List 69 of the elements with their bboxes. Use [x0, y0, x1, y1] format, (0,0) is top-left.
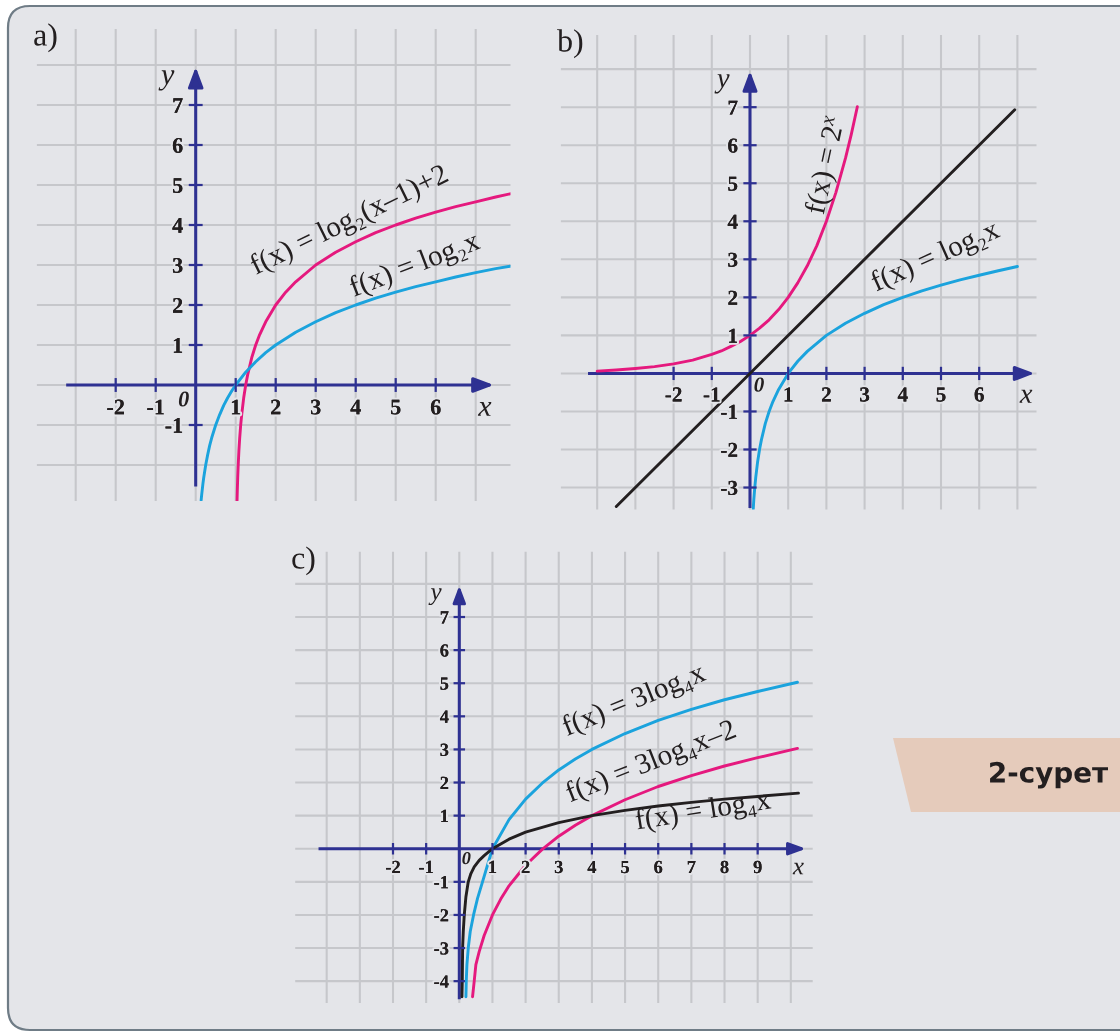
- y-tick-label: 2: [728, 290, 738, 305]
- y-tick-label: 3: [172, 257, 183, 273]
- x-axis-title: x: [1019, 389, 1033, 403]
- y-tick-label: -2: [721, 442, 738, 457]
- x-tick-label: 6: [974, 387, 984, 402]
- y-tick-label: 2: [440, 776, 449, 789]
- y-tick-label: 4: [727, 214, 738, 229]
- x-tick-label: -1: [703, 387, 720, 402]
- x-tick-label: 9: [753, 860, 762, 874]
- x-tick-label: -2: [107, 399, 124, 415]
- text: 2-сурет: [990, 761, 1108, 789]
- x-tick-label: 5: [391, 399, 401, 415]
- y-tick-label: 3: [728, 252, 738, 267]
- x-tick-label: 1: [489, 860, 497, 874]
- y-axis-title: y: [714, 74, 730, 94]
- x-tick-label: -2: [386, 860, 400, 874]
- x-tick-label: 4: [350, 399, 361, 415]
- y-tick-label: 7: [440, 611, 449, 624]
- x-tick-label: 3: [860, 387, 870, 402]
- y-tick-label: 1: [729, 328, 737, 343]
- x-tick-label: 1: [231, 399, 241, 415]
- y-tick-label: -3: [434, 942, 449, 955]
- y-tick-label: 7: [728, 100, 738, 115]
- x-tick-label: 6: [654, 860, 663, 874]
- y-tick-label: 1: [173, 338, 183, 353]
- x-tick-label: 3: [310, 399, 321, 415]
- y-tick-label: 7: [173, 98, 183, 113]
- x-tick-label: 7: [687, 860, 696, 874]
- annotation: 0: [462, 851, 471, 865]
- x-tick-label: 5: [936, 387, 946, 402]
- y-tick-label: -1: [165, 418, 183, 433]
- y-axis-title: y: [428, 588, 442, 606]
- text: f(x) = log₂x: [868, 217, 1004, 298]
- y-tick-label: -3: [721, 480, 738, 496]
- x-tick-label: 1: [784, 387, 793, 402]
- x-tick-label: -1: [147, 399, 164, 415]
- x-tick-label: 5: [621, 860, 629, 874]
- text: f(x) = log₄x: [634, 787, 773, 836]
- chart-title: b): [557, 29, 583, 59]
- x-tick-label: -1: [419, 860, 433, 874]
- annotation: 0: [754, 377, 764, 392]
- y-tick-label: -4: [434, 975, 449, 988]
- y-tick-label: 6: [172, 137, 183, 153]
- x-tick-label: 8: [720, 860, 729, 874]
- x-axis-title: x: [477, 402, 492, 416]
- y-tick-label: 5: [172, 178, 183, 193]
- y-tick-label: 2: [173, 297, 183, 313]
- x-tick-label: -2: [665, 387, 682, 402]
- chart-title: a): [34, 23, 57, 53]
- y-axis-title: y: [158, 70, 175, 91]
- y-tick-label: 6: [440, 644, 449, 657]
- x-tick-label: 4: [897, 387, 908, 402]
- x-axis-title: x: [792, 862, 804, 875]
- x-tick-label: 2: [271, 399, 281, 415]
- x-tick-label: 2: [821, 387, 831, 402]
- x-tick-label: 4: [587, 860, 597, 874]
- y-tick-label: -2: [434, 909, 449, 922]
- y-tick-label: 3: [440, 743, 449, 756]
- y-tick-label: 5: [728, 176, 738, 191]
- annotation: 0: [178, 391, 189, 407]
- y-tick-label: 1: [441, 809, 448, 823]
- y-tick-label: 4: [172, 218, 183, 233]
- y-tick-label: 5: [440, 677, 449, 690]
- y-tick-label: 4: [439, 710, 449, 723]
- y-tick-label: -1: [434, 876, 448, 889]
- x-tick-label: 3: [554, 860, 563, 874]
- y-tick-label: 6: [728, 138, 738, 153]
- chart-title: c): [292, 546, 315, 576]
- text: f(x) = 2$^{x}$: [803, 114, 851, 216]
